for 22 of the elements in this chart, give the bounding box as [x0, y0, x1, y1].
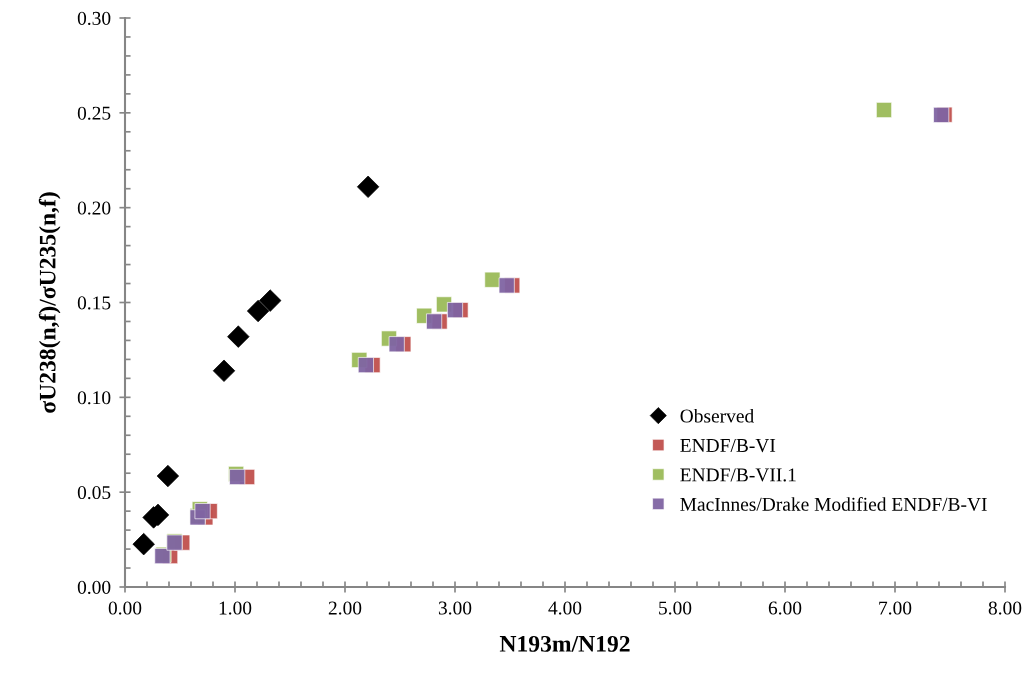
- x-tick-label: 0.00: [108, 601, 142, 615]
- x-tick-label: 3.00: [438, 601, 472, 615]
- x-tick-label: 2.00: [328, 601, 362, 615]
- y-tick-label: 0.05: [77, 485, 111, 500]
- y-tick-label: 0.00: [77, 580, 111, 595]
- y-tick-label: 0.25: [77, 106, 111, 120]
- legend-label: Observed: [680, 408, 754, 423]
- x-tick-label: 8.00: [988, 601, 1022, 615]
- y-tick-label: 0.15: [77, 296, 111, 310]
- x-tick-label: 7.00: [879, 601, 912, 615]
- x-tick-label: 5.00: [659, 601, 692, 615]
- legend-label: MacInnes/Drake Modified ENDF/B-VI: [680, 496, 987, 511]
- y-tick-label: 0.10: [77, 391, 111, 405]
- x-tick-label: 1.00: [219, 601, 252, 615]
- x-tick-label: 4.00: [548, 601, 582, 615]
- legend-label: ENDF/B-VII.1: [680, 468, 796, 482]
- x-tick-label: 6.00: [768, 601, 802, 615]
- legend-label: ENDF/B-VI: [680, 439, 776, 453]
- y-tick-label: 0.30: [77, 11, 111, 26]
- y-axis-title: σU238(n,f)/σU235(n,f): [38, 192, 61, 413]
- x-axis-title: N193m/N192: [499, 635, 630, 652]
- y-tick-label: 0.20: [77, 201, 111, 215]
